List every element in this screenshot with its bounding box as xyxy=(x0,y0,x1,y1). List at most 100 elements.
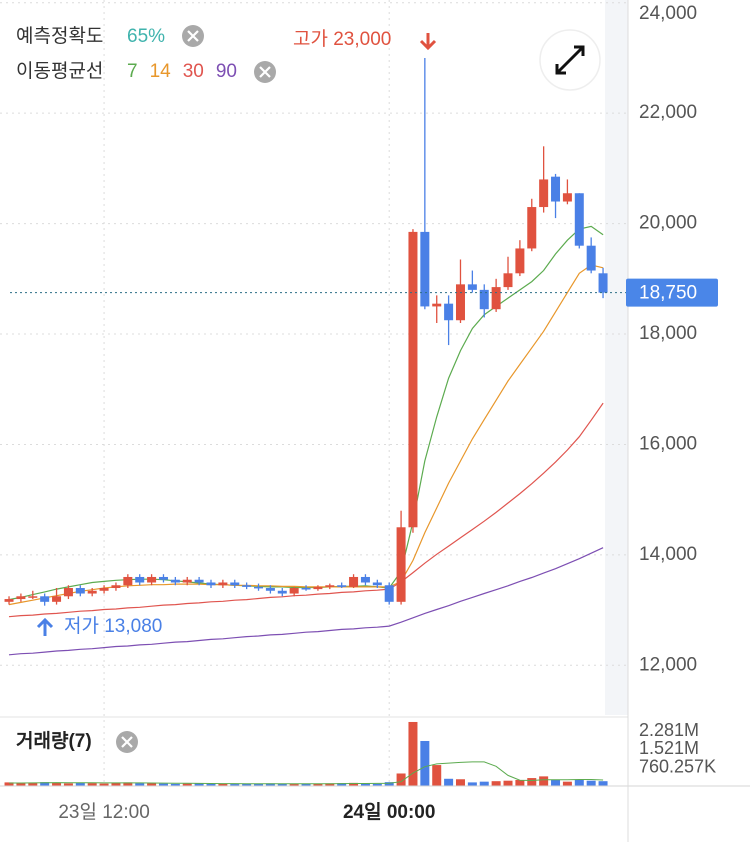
volume-bar xyxy=(301,783,311,786)
candle-body xyxy=(63,588,73,597)
candle-body xyxy=(372,582,382,586)
candle-body xyxy=(206,582,216,586)
current-price-label: 18,750 xyxy=(639,283,697,304)
candle-body xyxy=(87,590,97,594)
future-area xyxy=(605,0,628,715)
volume-bar xyxy=(491,781,501,786)
candle-body xyxy=(52,596,62,602)
moving-average-line xyxy=(8,264,604,606)
candle-body xyxy=(455,284,465,321)
volume-bar xyxy=(206,783,216,786)
candle-body xyxy=(99,588,109,591)
volume-bar xyxy=(349,782,359,786)
volume-bar xyxy=(265,783,275,786)
candle-body xyxy=(277,590,287,594)
volume-bar xyxy=(194,783,204,786)
y-tick-label: 20,000 xyxy=(639,213,697,234)
volume-bar xyxy=(586,780,596,786)
candle-body xyxy=(147,576,157,583)
ma-legend-title: 이동평균선 xyxy=(16,60,103,82)
candle-body xyxy=(432,303,442,307)
volume-bar xyxy=(444,778,454,786)
y-tick-label: 18,000 xyxy=(639,323,697,344)
volume-tick-label: 1.521M xyxy=(639,738,699,758)
accuracy-label: 예측정확도 xyxy=(16,25,103,47)
candle-body xyxy=(491,287,501,310)
candle-body xyxy=(289,588,299,594)
close-accuracy[interactable] xyxy=(182,25,204,47)
candle-body xyxy=(218,582,228,586)
candle-body xyxy=(396,527,406,602)
candle-body xyxy=(408,231,418,528)
moving-average-line xyxy=(8,225,604,601)
volume-bar xyxy=(515,779,525,786)
candle-body xyxy=(182,579,192,583)
candle-body xyxy=(40,596,50,602)
volume-bar xyxy=(135,783,145,786)
volume-bar xyxy=(277,783,287,786)
low-arrow xyxy=(36,617,54,636)
candle-body xyxy=(420,231,430,307)
volume-bar xyxy=(123,782,133,786)
volume-bar xyxy=(147,783,157,786)
volume-ma-line xyxy=(9,761,604,785)
accuracy-value: 65% xyxy=(127,26,165,47)
volume-bar xyxy=(325,783,335,786)
volume-bar xyxy=(242,783,252,786)
grid xyxy=(0,0,628,786)
candle-body xyxy=(527,207,537,249)
legend-entry: 14 xyxy=(150,61,172,82)
candle-body xyxy=(598,273,608,293)
legend-entry: 90 xyxy=(216,61,237,82)
candle-body xyxy=(75,588,85,594)
volume-bar xyxy=(562,781,572,786)
volume-bar xyxy=(4,782,14,786)
volume-bar xyxy=(158,783,168,786)
candle-body xyxy=(444,303,454,321)
candle-body xyxy=(135,576,145,583)
volume-bar xyxy=(52,782,62,786)
volume-bar xyxy=(254,783,264,786)
volume-bar xyxy=(503,780,513,786)
candle-body xyxy=(539,179,549,208)
volume-bar xyxy=(87,783,97,786)
candle-body xyxy=(503,273,513,288)
volume-bar xyxy=(384,782,394,786)
expand-button[interactable] xyxy=(539,29,601,91)
volume-tick-label: 760.257K xyxy=(639,756,716,776)
candle-body xyxy=(360,576,370,583)
candle-body xyxy=(230,582,240,586)
candle-body xyxy=(123,576,133,586)
candle-body xyxy=(301,588,311,590)
candle-body xyxy=(111,585,121,589)
volume-bar xyxy=(396,773,406,786)
volume-bar xyxy=(360,783,370,786)
candle-body xyxy=(28,596,38,598)
candle-body xyxy=(194,579,204,583)
volume-bar xyxy=(467,782,477,786)
volume-bar xyxy=(40,782,50,786)
high-arrow xyxy=(419,33,437,51)
volume-bar xyxy=(289,784,299,786)
high-annotation: 고가 23,000 xyxy=(293,28,391,50)
volume-bar xyxy=(218,783,228,786)
close-ma[interactable] xyxy=(254,61,276,83)
volume-bar xyxy=(574,779,584,786)
volume-bar xyxy=(455,779,465,786)
volume-bar xyxy=(372,783,382,786)
y-tick-label: 12,000 xyxy=(639,654,697,675)
candle-body xyxy=(4,599,14,602)
moving-average-line xyxy=(8,402,604,618)
candle-body xyxy=(551,176,561,202)
volume-bar xyxy=(432,765,442,786)
close-volume[interactable] xyxy=(116,731,138,753)
y-tick-label: 14,000 xyxy=(639,544,697,565)
candle-body xyxy=(349,576,359,587)
axis: 12,000 14,000 16,000 18,000 20,000 22,000 24,0… xyxy=(58,3,718,823)
volume-bar xyxy=(182,783,192,786)
candle-body xyxy=(313,586,323,590)
volume-panel xyxy=(4,721,608,786)
low-annotation: 저가 13,080 xyxy=(64,615,162,637)
volume-bar xyxy=(539,776,549,786)
